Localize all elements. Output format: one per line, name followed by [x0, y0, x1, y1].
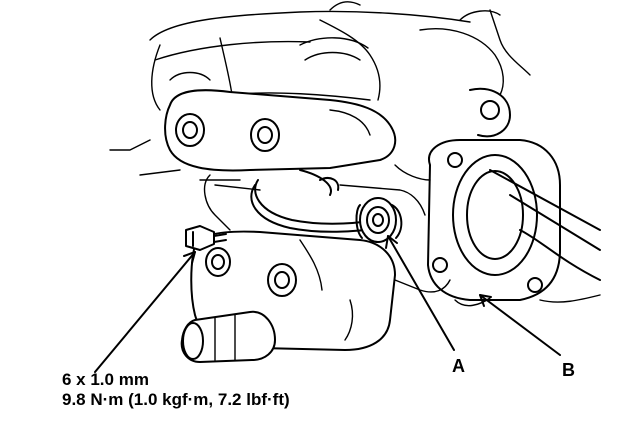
upper-bracket	[164, 89, 397, 172]
bolt	[185, 225, 227, 251]
bolt-torque-spec: 9.8 N·m (1.0 kgf·m, 7.2 lbf·ft)	[62, 390, 290, 409]
leader-arrow-bolt	[183, 251, 196, 264]
sensor-body	[203, 164, 431, 231]
engine-block-outline	[109, 1, 531, 181]
leader-lines	[94, 235, 561, 373]
lower-shaft	[180, 310, 276, 363]
callout-a-label: A	[452, 356, 465, 376]
leader-arrow-a	[385, 235, 398, 249]
leader-arrow-b	[479, 294, 492, 307]
bolt-size-spec: 6 x 1.0 mm	[62, 370, 149, 389]
sensor-a	[355, 197, 403, 243]
callout-b-label: B	[562, 360, 575, 380]
flange-housing	[427, 87, 601, 307]
wire-harness	[250, 169, 381, 233]
